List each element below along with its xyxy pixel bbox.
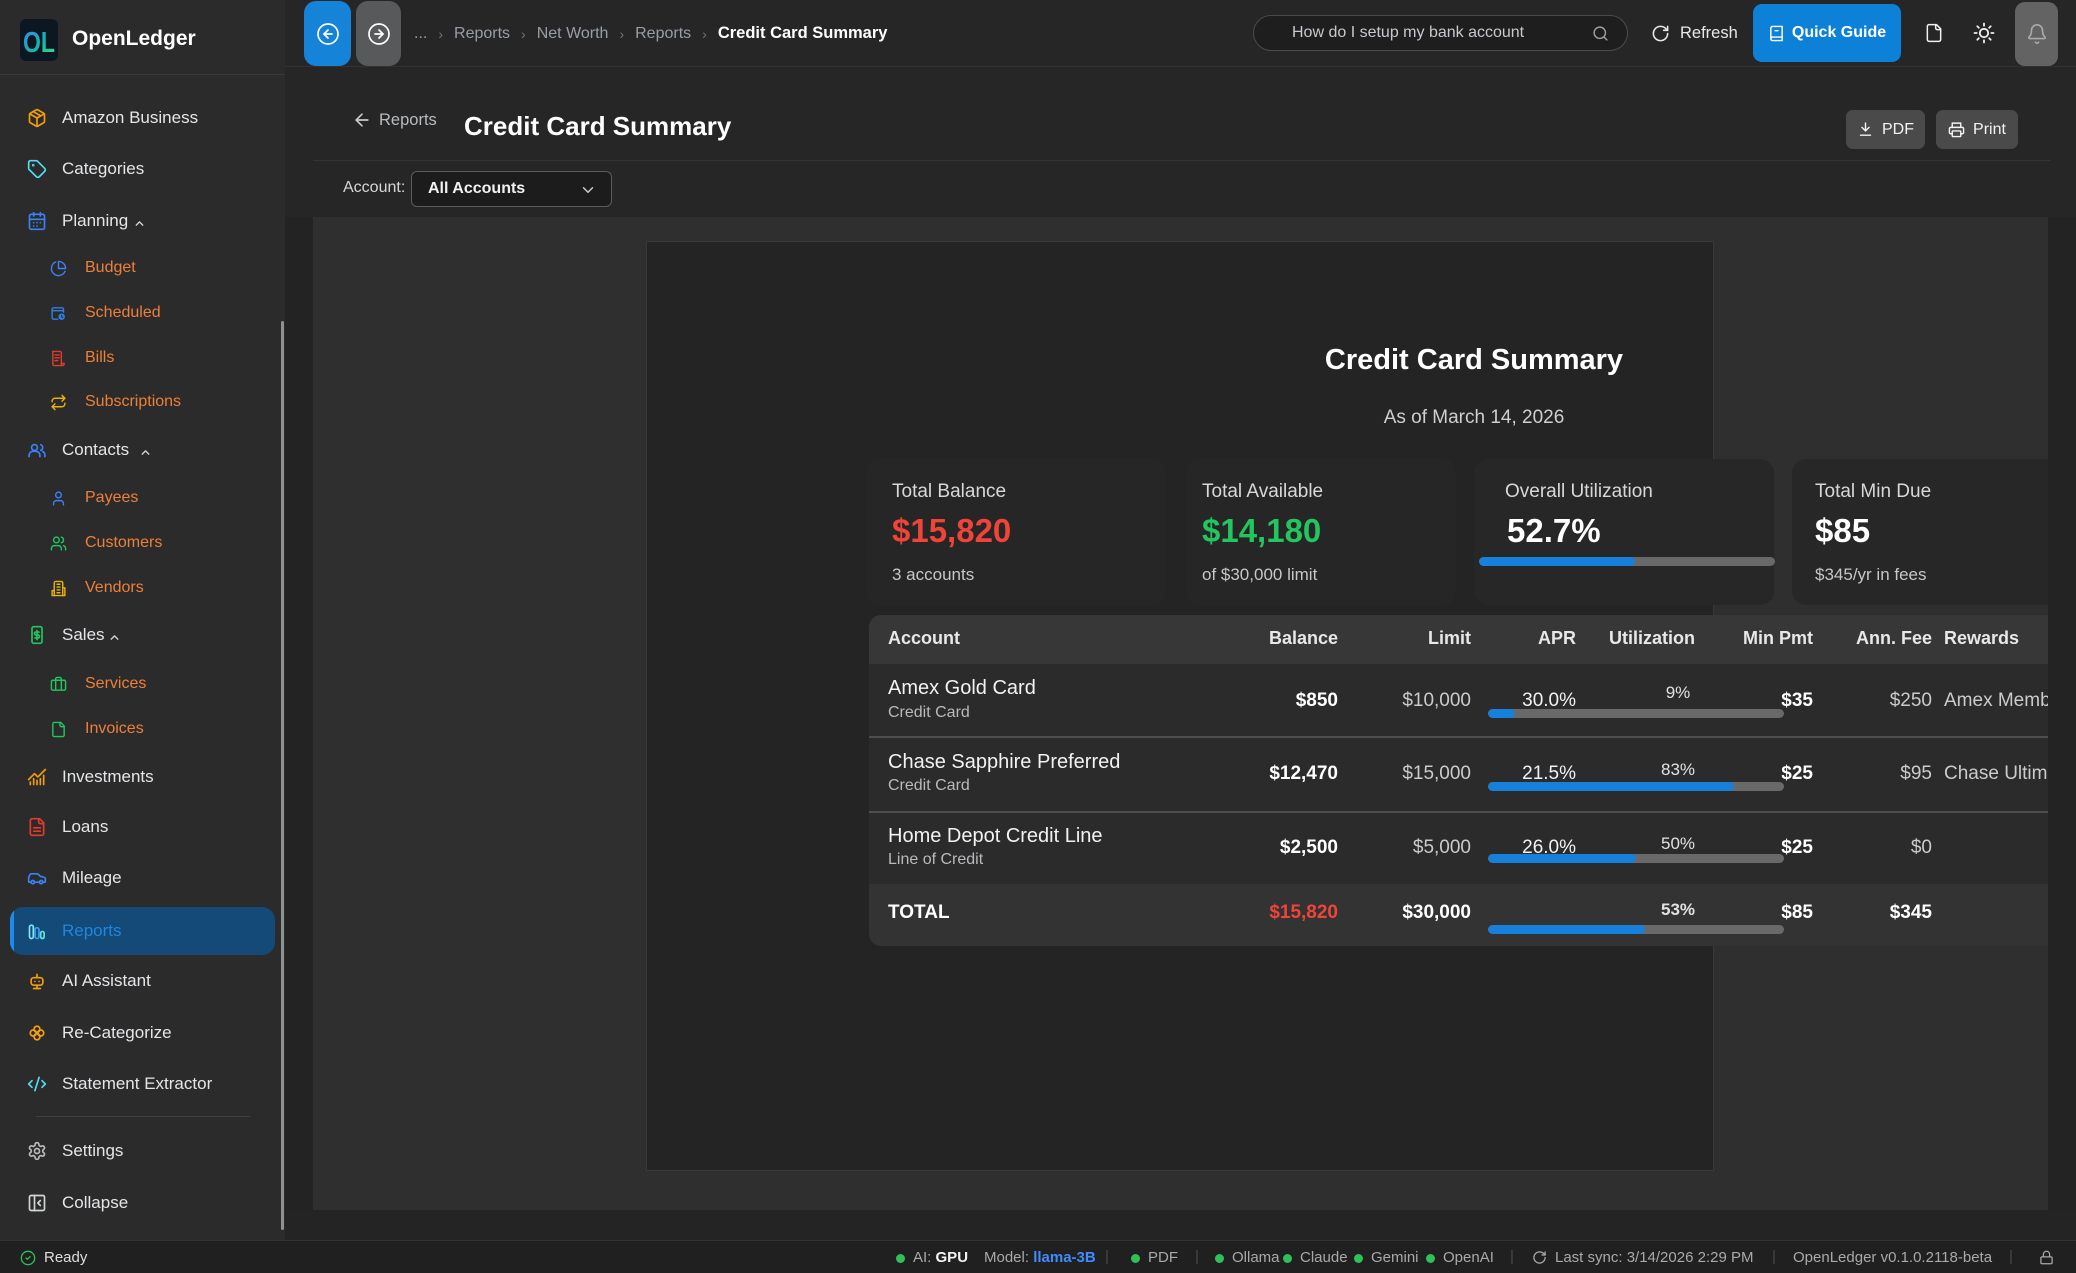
svg-text:OL: OL: [23, 27, 55, 59]
